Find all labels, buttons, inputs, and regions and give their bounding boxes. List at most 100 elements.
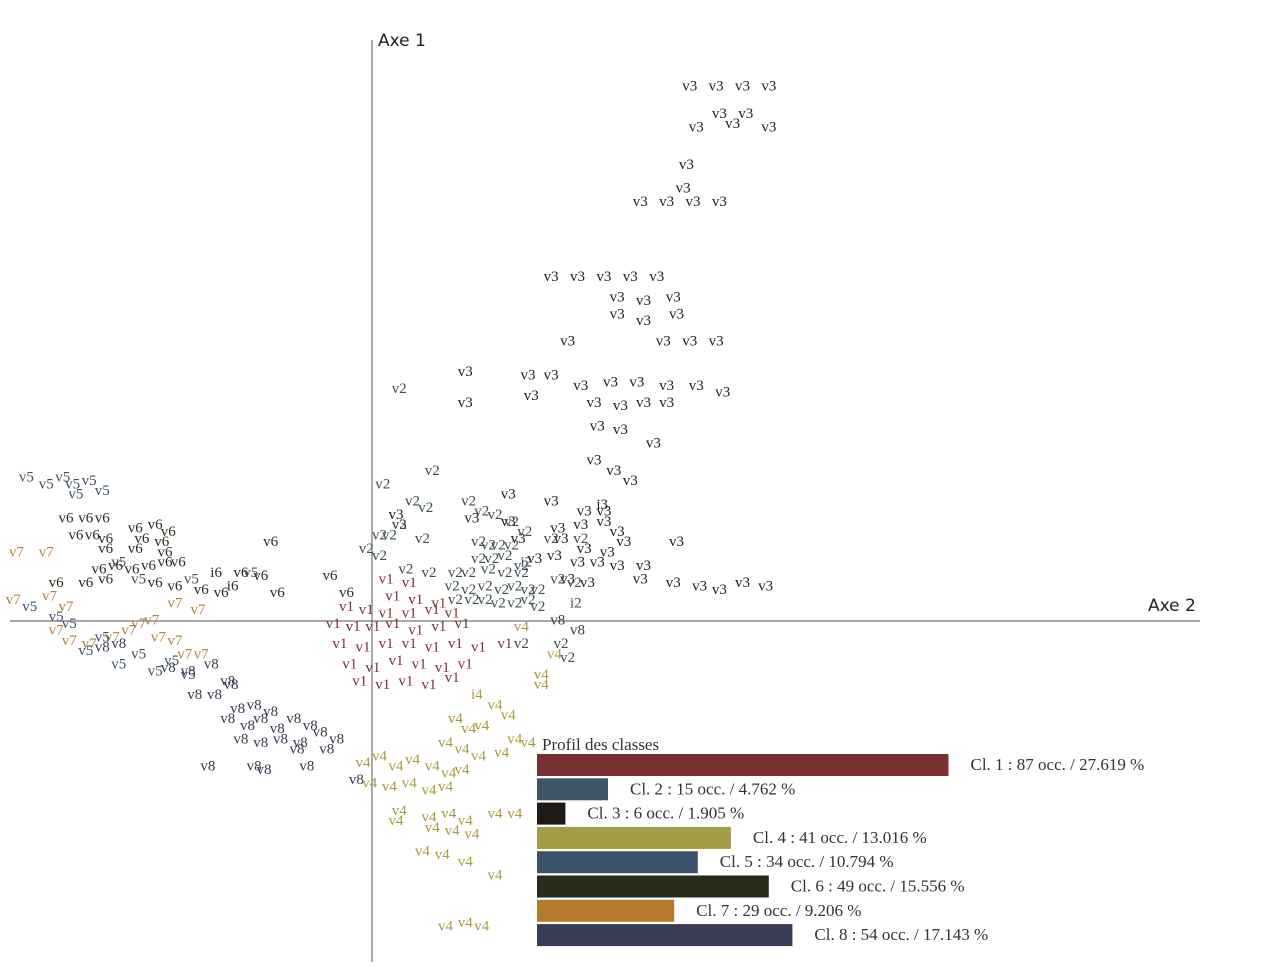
point-label: v2	[478, 592, 493, 608]
point-label: v5	[55, 470, 70, 486]
point-label: v2	[372, 527, 387, 543]
point-label: v2	[484, 551, 499, 567]
point-label: v1	[365, 619, 380, 635]
point-label: v4	[458, 813, 474, 829]
point-label: v7	[177, 646, 193, 662]
point-label: v4	[507, 806, 523, 822]
point-label: v3	[659, 395, 674, 411]
point-label: v3	[577, 541, 592, 557]
point-label: v3	[610, 289, 625, 305]
point-label: v3	[636, 395, 651, 411]
point-label: v3	[735, 79, 750, 95]
profile-bar-label-8: Cl. 8 : 54 occ. / 17.143 %	[814, 925, 988, 944]
point-label: v5	[164, 653, 179, 669]
point-label: v4	[488, 697, 504, 713]
point-label: v8	[247, 759, 262, 775]
point-label: i3	[596, 497, 608, 513]
point-label: v1	[455, 616, 470, 632]
point-label: v3	[570, 269, 585, 285]
point-label: v3	[761, 119, 776, 135]
point-label: v1	[379, 636, 394, 652]
point-label: v3	[600, 544, 615, 560]
point-label: v2	[398, 561, 413, 577]
point-label: v2	[461, 582, 476, 598]
point-label: v2	[530, 599, 545, 615]
point-label: v2	[573, 531, 588, 547]
point-label: v8	[253, 711, 268, 727]
point-label: v3	[606, 463, 621, 479]
point-label: v4	[445, 823, 461, 839]
point-label: v1	[398, 674, 413, 690]
point-label: v4	[422, 782, 438, 798]
point-label: v2	[382, 527, 397, 543]
point-label: v5	[22, 599, 37, 615]
point-label: v3	[709, 334, 724, 350]
point-label: v3	[712, 194, 727, 210]
point-label: v5	[243, 565, 258, 581]
point-label: v3	[544, 493, 559, 509]
point-label: v2	[481, 561, 496, 577]
point-label: v3	[669, 306, 684, 322]
point-label: v6	[214, 585, 230, 601]
point-label: v6	[158, 555, 174, 571]
point-label: v6	[108, 558, 124, 574]
point-label: v4	[405, 752, 421, 768]
point-label: v7	[144, 612, 160, 628]
point-label: v1	[356, 640, 371, 656]
profile-bar-label-3: Cl. 3 : 6 occ. / 1.905 %	[587, 804, 744, 823]
point-label: v6	[92, 561, 108, 577]
point-label: v8	[204, 657, 219, 673]
point-label: v3	[735, 575, 750, 591]
point-label: v3	[389, 507, 404, 523]
point-label: v3	[725, 116, 740, 132]
point-label: v4	[455, 762, 471, 778]
point-label: v6	[141, 558, 157, 574]
point-label: v4	[464, 827, 480, 843]
point-label: v3	[623, 473, 638, 489]
point-label: v2	[392, 517, 407, 533]
point-label: v1	[342, 657, 357, 673]
point-label: v1	[389, 653, 404, 669]
point-label: v6	[339, 585, 355, 601]
point-label: v1	[346, 619, 361, 635]
point-label: v8	[570, 623, 585, 639]
point-label: v8	[270, 721, 285, 737]
point-label: v1	[339, 599, 354, 615]
point-label: v1	[445, 670, 460, 686]
point-label: v6	[323, 568, 339, 584]
point-label: v8	[233, 731, 248, 747]
point-label: v7	[42, 589, 58, 605]
point-label: v4	[382, 779, 398, 795]
point-label: v1	[435, 660, 450, 676]
point-label: v2	[491, 538, 506, 554]
point-label: v3	[761, 79, 776, 95]
point-label: v7	[6, 592, 22, 608]
point-label: v3	[659, 194, 674, 210]
point-label: v5	[82, 473, 97, 489]
point-label: v1	[408, 592, 423, 608]
point-label: v1	[431, 595, 446, 611]
point-label: v5	[148, 663, 163, 679]
point-label: v3	[633, 194, 648, 210]
point-label: v2	[418, 500, 433, 516]
point-label: v3	[613, 398, 628, 414]
point-label: v3	[554, 531, 569, 547]
point-label: v2	[550, 572, 565, 588]
point-label: v2	[521, 582, 536, 598]
point-label: v8	[319, 742, 334, 758]
point-label: v8	[257, 762, 272, 778]
profile-bar-4	[537, 826, 731, 849]
profile-title: Profil des classes	[542, 735, 659, 754]
point-label: v3	[689, 378, 704, 394]
point-label: v4	[402, 776, 418, 792]
point-label: v7	[121, 623, 137, 639]
point-label: v3	[633, 572, 648, 588]
point-label: v6	[154, 534, 170, 550]
point-label: v3	[458, 364, 473, 380]
point-label: v1	[332, 636, 347, 652]
point-label: v2	[507, 595, 522, 611]
point-label: v3	[590, 555, 605, 571]
profile-bar-label-1: Cl. 1 : 87 occ. / 27.619 %	[971, 755, 1145, 774]
profile-bar-6	[537, 875, 769, 898]
